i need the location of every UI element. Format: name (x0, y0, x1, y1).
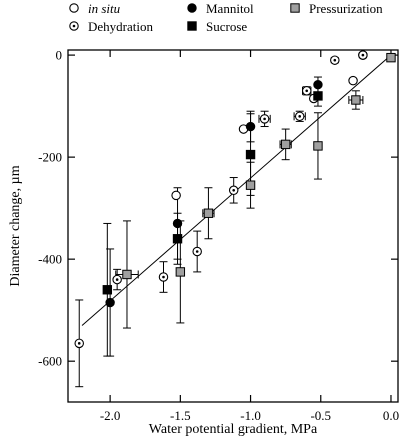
data-point (245, 149, 256, 160)
data-point (158, 272, 169, 282)
data-point (351, 95, 361, 105)
data-point (358, 50, 368, 60)
data-point-dot (115, 278, 119, 281)
data-point (122, 269, 132, 280)
legend: in situ Dehydration Mannitol Sucrose Pressur… (69, 1, 383, 34)
data-point (192, 246, 202, 257)
data-point (203, 208, 214, 218)
legend-item: Mannitol (187, 1, 254, 16)
tick-labels: -2.0 -1.5 -1.0 -0.5 0.0 -600 -400 -200 0 (38, 48, 399, 423)
data-point (294, 111, 305, 122)
data-point-dot (263, 117, 266, 121)
data-point (105, 297, 115, 308)
y-axis-title: Diameter change, µm (8, 165, 23, 286)
data-point (301, 86, 312, 96)
y-tick-label: -600 (38, 354, 62, 369)
x-axis-title: Water potential gradient, MPa (149, 422, 318, 437)
data-point (175, 267, 186, 277)
x-tick-label: -1.5 (170, 408, 191, 423)
data-point (245, 121, 256, 132)
data-point (348, 75, 358, 86)
legend-item: Sucrose (187, 19, 247, 34)
data-point (313, 79, 323, 90)
data-point (172, 234, 183, 244)
data-point (313, 91, 323, 101)
legend-marker (69, 21, 79, 31)
data-point (330, 55, 340, 65)
data-point-dot (361, 53, 365, 57)
legend-label: Dehydration (88, 19, 153, 34)
data-point (74, 338, 84, 349)
data-point (259, 114, 270, 124)
x-tick-label: 0.0 (383, 408, 399, 423)
data-point-dot (298, 115, 302, 118)
x-tick-label: -1.0 (240, 408, 261, 423)
x-tick-label: -2.0 (100, 408, 121, 423)
data-point (313, 141, 323, 151)
legend-marker (69, 3, 79, 13)
data-point-dot (195, 250, 199, 253)
data-point (172, 218, 183, 229)
data-points (74, 50, 396, 349)
legend-marker (290, 3, 300, 13)
data-point-dot (77, 342, 81, 345)
data-point (280, 139, 291, 150)
data-point (228, 185, 239, 196)
data-point (245, 180, 256, 190)
data-point-dot (305, 89, 309, 93)
data-point (112, 274, 122, 285)
y-tick-label: 0 (56, 48, 63, 63)
legend-label: Pressurization (309, 1, 383, 16)
data-point-dot (232, 188, 236, 192)
legend-item: Pressurization (290, 1, 383, 16)
y-tick-label: -200 (38, 150, 62, 165)
legend-marker-dot (72, 24, 76, 28)
legend-marker (187, 3, 197, 13)
legend-item: Dehydration (69, 19, 153, 34)
legend-marker (187, 21, 197, 31)
plot-frame (67, 49, 399, 403)
x-tick-label: -0.5 (310, 408, 331, 423)
data-point-dot (162, 275, 165, 279)
error-bars (75, 52, 367, 388)
legend-label: Sucrose (206, 19, 247, 34)
legend-label: Mannitol (206, 1, 254, 16)
legend-item: in situ (69, 1, 121, 16)
data-point (102, 285, 113, 295)
legend-label: in situ (88, 1, 121, 16)
data-point (386, 52, 396, 63)
data-point-dot (333, 58, 337, 62)
y-tick-label: -400 (38, 252, 62, 267)
data-point (171, 190, 181, 201)
